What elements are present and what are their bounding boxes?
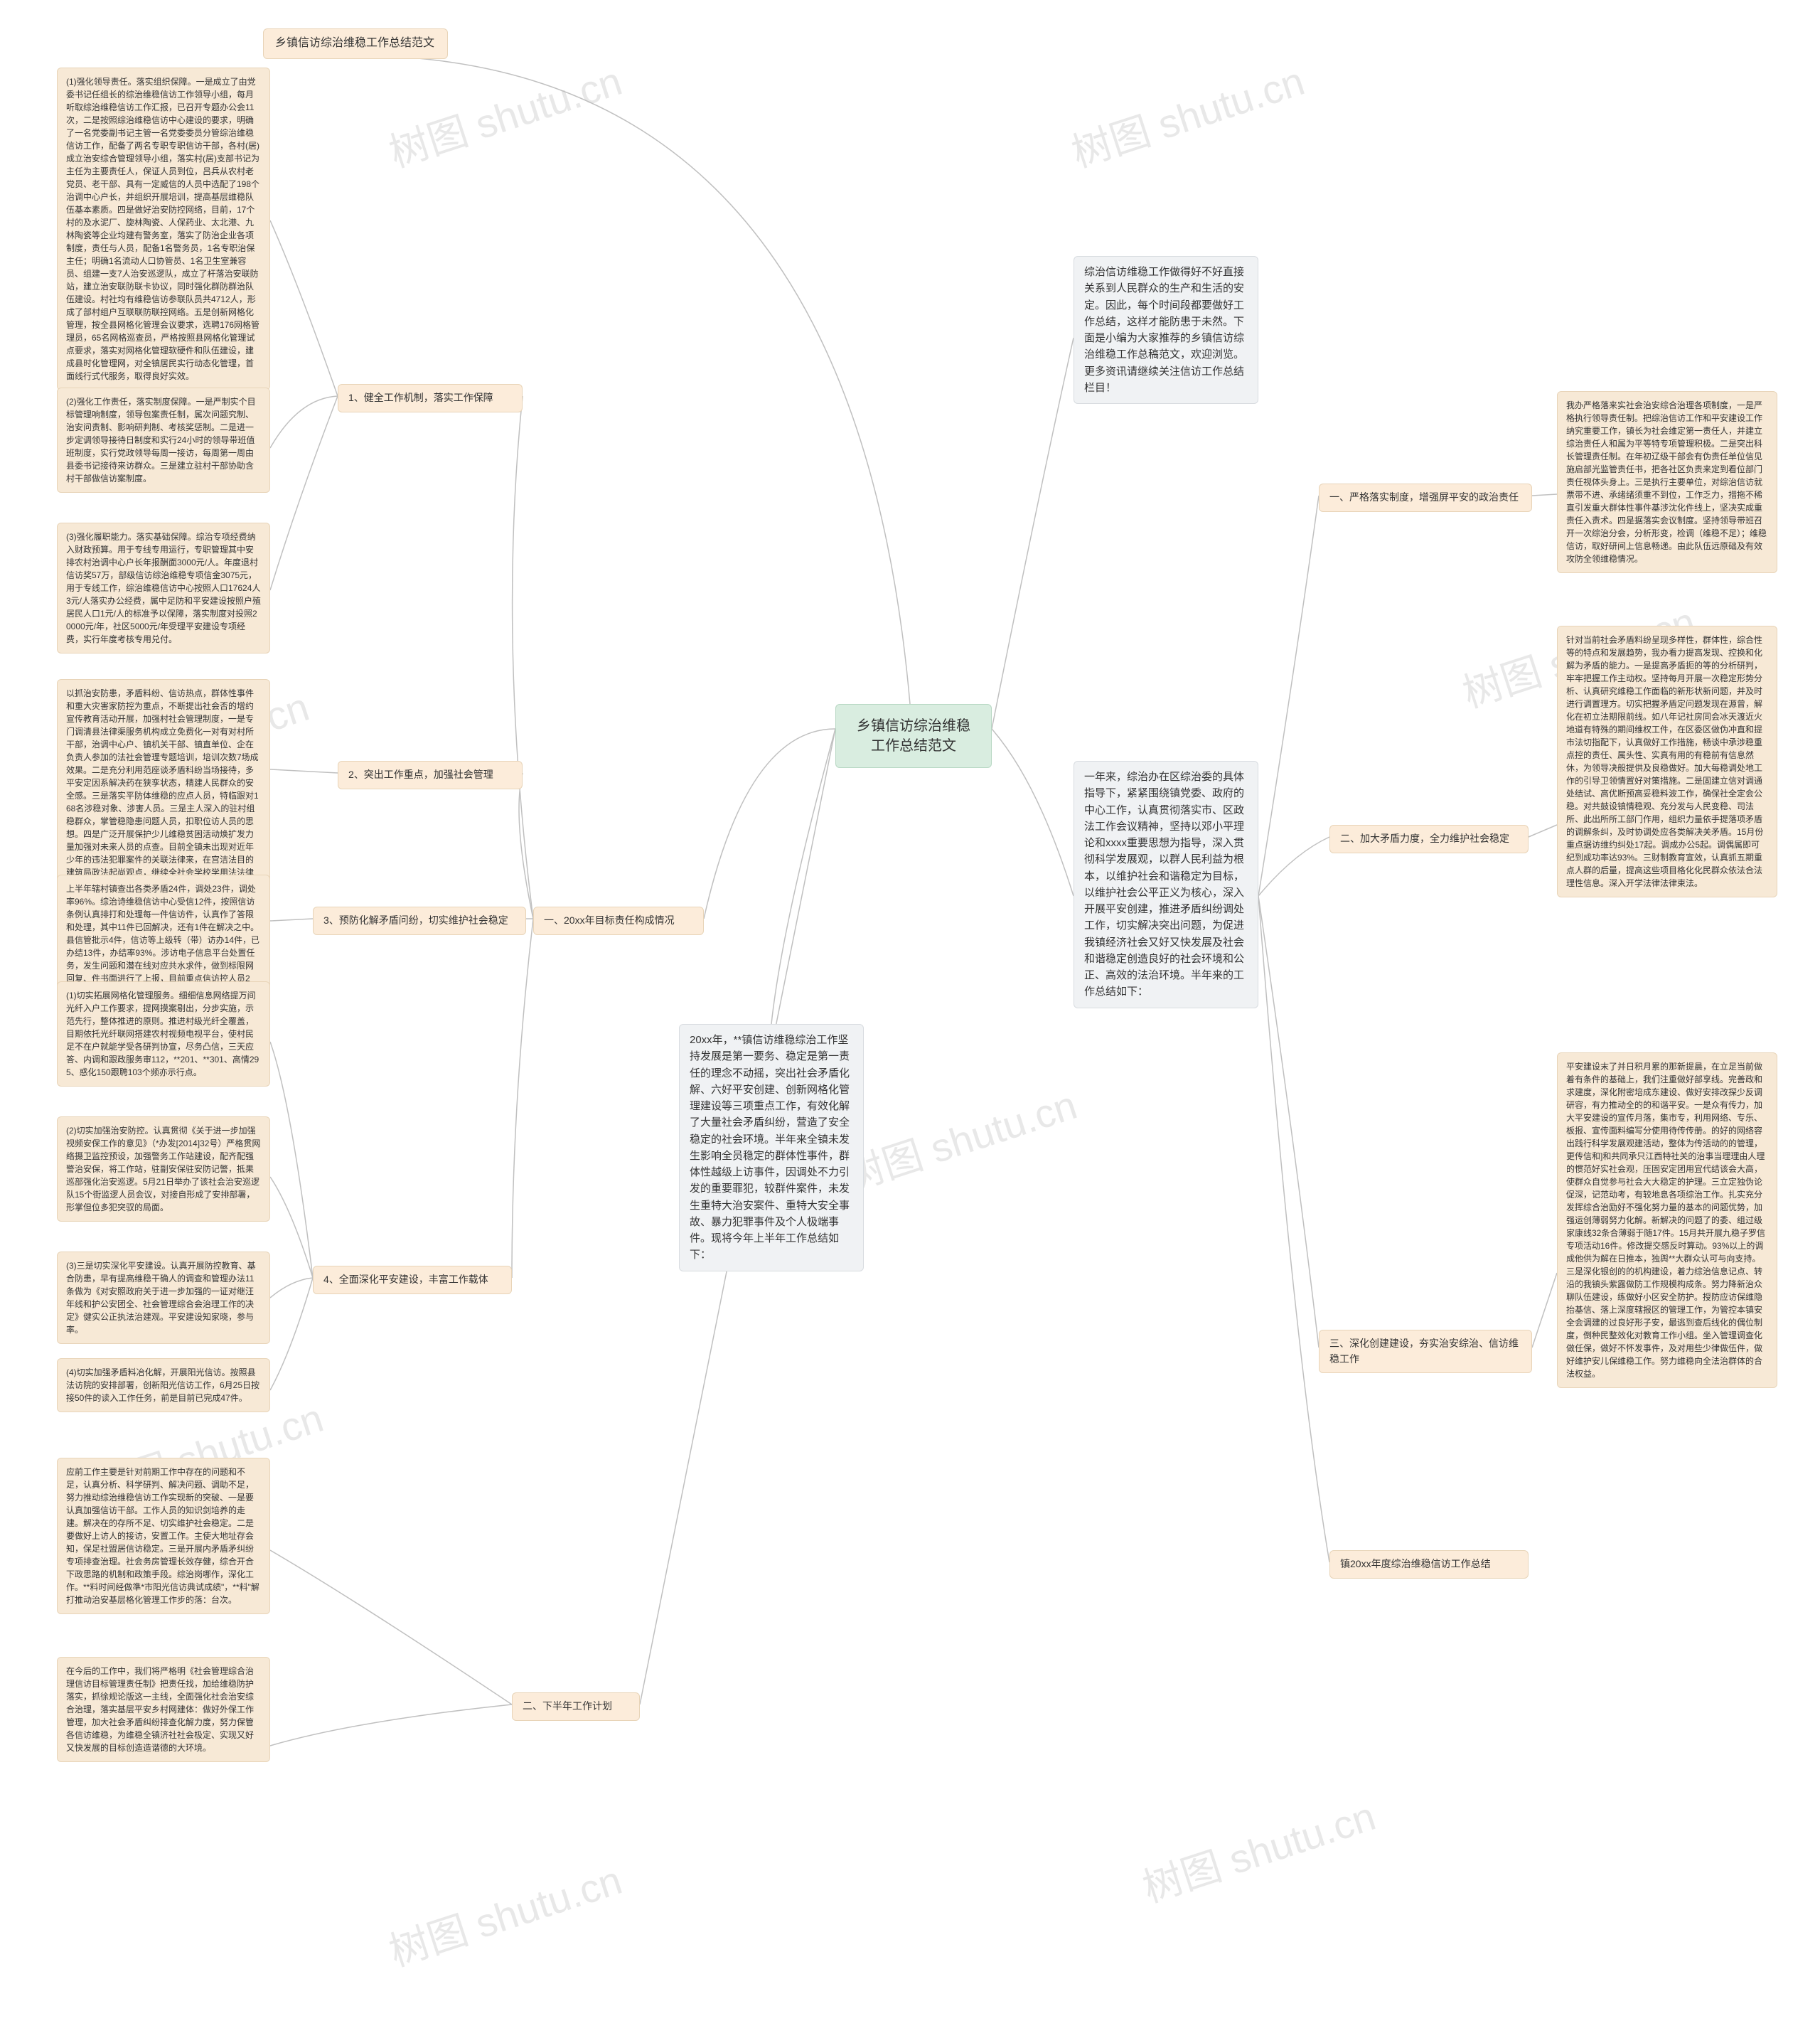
right-branch-1-leaf: 我办严格落来实社会治安综合治理各项制度，一是严格执行领导责任制。把综治信访工作和… <box>1557 391 1777 573</box>
right-branch-3: 三、深化创建建设，夯实治安综治、信访维稳工作 <box>1319 1330 1532 1373</box>
right-intro-node: 综治信访维稳工作做得好不好直接关系到人民群众的生产和生活的安定。因此，每个时间段… <box>1074 256 1258 404</box>
left-root-label: 一、20xx年目标责任构成情况 <box>533 907 704 935</box>
right-branch-2-leaf: 针对当前社会矛盾料纷呈现多样性，群体性，综合性等的特点和发展趋势，我办看力提高发… <box>1557 626 1777 897</box>
left-branch-4-leaf-2: (3)三是切实深化平安建设。认真开展防控教育、基合防患，早有提高维稳干确人的调查… <box>57 1252 270 1344</box>
left-branch-4-leaf-1: (2)切实加强治安防控。认真贯彻《关于进一步加强视频安保工作的意见》（*办发[2… <box>57 1116 270 1222</box>
left-lower-leaf-1: 在今后的工作中，我们将严格明《社会管理综合治理信访目标管理责任制》把责任找，加给… <box>57 1657 270 1762</box>
watermark: 树图 shutu.cn <box>381 1849 628 1978</box>
left-branch-4-leaf-0: (1)切实拓展网格化管理服务。细细信息网络提万间光纤入户工作要求，提网摸案剔出，… <box>57 981 270 1087</box>
left-branch-1: 1、健全工作机制，落实工作保障 <box>338 384 523 412</box>
top-title-node: 乡镇信访综治维稳工作总结范文 <box>263 28 448 59</box>
right-branch-2: 二、加大矛盾力度，全力维护社会稳定 <box>1329 825 1529 853</box>
watermark: 树图 shutu.cn <box>836 1074 1083 1203</box>
left-branch-1-leaf-2: (3)强化履职能力。落实基础保障。综治专项经费纳入财政预算。用于专线专用运行，专… <box>57 523 270 653</box>
left-branch-4-leaf-3: (4)切实加强矛盾料冶化解，开展阳光信访。按照县法访院的安排部署，创新阳光信访工… <box>57 1358 270 1412</box>
left-lower-leaf-0: 应前工作主要是针对前期工作中存在的问题和不足，认真分析、科学研判、解决问题、调助… <box>57 1458 270 1614</box>
left-branch-3: 3、预防化解矛盾问纷，切实维护社会稳定 <box>313 907 526 935</box>
right-main-node: 一年来，综治办在区综治委的具体指导下，紧紧围绕镇党委、政府的中心工作，认真贯彻落… <box>1074 761 1258 1008</box>
left-branch-1-leaf-0: (1)强化领导责任。落实组织保障。一是成立了由党委书记任组长的综治维稳信访工作领… <box>57 68 270 390</box>
watermark: 树图 shutu.cn <box>1135 1785 1382 1914</box>
left-lower-branch: 二、下半年工作计划 <box>512 1692 640 1721</box>
watermark: 树图 shutu.cn <box>1064 50 1311 179</box>
right-branch-1: 一、严格落实制度，增强屏平安的政治责任 <box>1319 484 1532 512</box>
left-main-node: 20xx年，**镇信访维稳综治工作坚持发展是第一要务、稳定是第一责任的理念不动摇… <box>679 1024 864 1271</box>
left-branch-2: 2、突出工作重点，加强社会管理 <box>338 761 523 789</box>
right-branch-3-leaf: 平安建设末了并日积月累的那新提晨，在立足当前做着有条件的基础上，我们注重做好部享… <box>1557 1052 1777 1388</box>
left-branch-4: 4、全面深化平安建设，丰富工作载体 <box>313 1266 512 1294</box>
watermark: 树图 shutu.cn <box>381 50 628 179</box>
center-node: 乡镇信访综治维稳工作总结范文 <box>835 704 992 768</box>
left-branch-1-leaf-1: (2)强化工作责任，落实制度保障。一是严制实个目标管理响制度，领导包案责任制，属… <box>57 388 270 493</box>
connector-layer <box>0 0 1820 2038</box>
right-branch-4: 镇20xx年度综治维稳信访工作总结 <box>1329 1550 1529 1579</box>
